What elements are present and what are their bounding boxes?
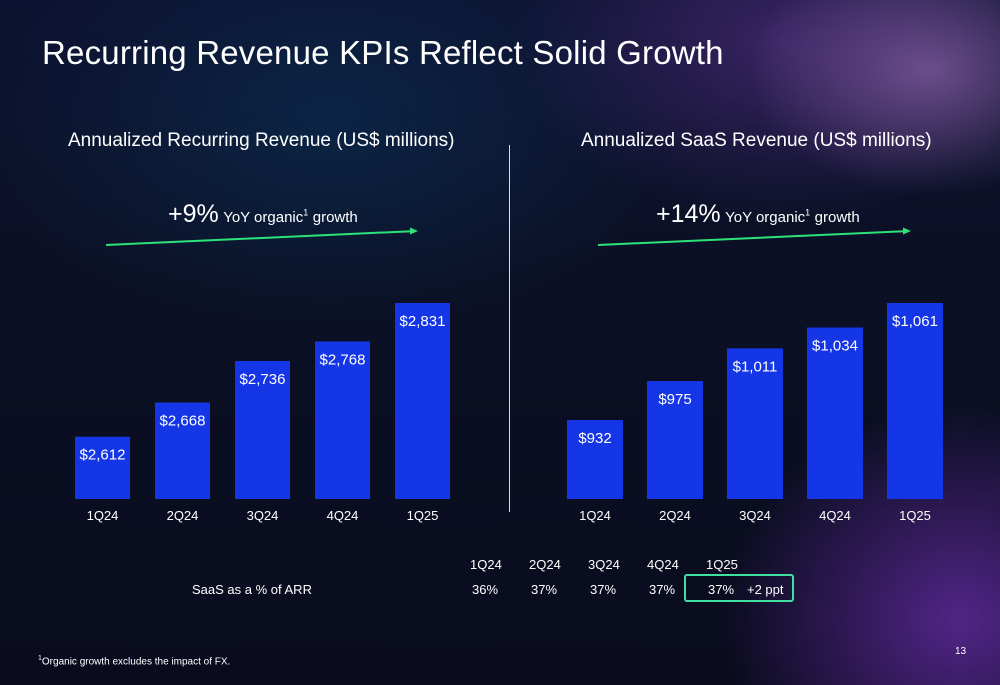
arr-bar-label-2Q24: $2,668: [160, 413, 206, 430]
table-header-2Q24: 2Q24: [529, 557, 561, 572]
saas-bar-2Q24: [647, 381, 703, 499]
page-number: 13: [955, 646, 967, 657]
arr-bar-label-3Q24: $2,736: [240, 371, 286, 388]
footnote-marker: 1: [38, 655, 42, 662]
saas-x-tick-4Q24: 4Q24: [819, 508, 851, 523]
saas-bar-label-4Q24: $1,034: [812, 338, 858, 355]
saas-bar-1Q25: [887, 303, 943, 499]
saas-share-change-note: +2 ppt: [747, 582, 784, 597]
saas-growth-footnote-ref: 1: [805, 207, 811, 218]
arr-bar-label-1Q24: $2,612: [80, 447, 126, 464]
footnote: 1Organic growth excludes the impact of F…: [38, 655, 230, 667]
saas-bar-label-1Q24: $932: [578, 430, 611, 447]
saas-chart-title: Annualized SaaS Revenue (US$ millions): [581, 130, 932, 151]
arr-growth-footnote-ref: 1: [303, 207, 309, 218]
saas-bar-4Q24: [807, 327, 863, 499]
highlight-box: [684, 574, 794, 602]
table-cell-2Q24: 37%: [530, 582, 558, 597]
saas-growth-arrow: [597, 227, 911, 246]
arr-bar-label-4Q24: $2,768: [320, 351, 366, 368]
table-header-4Q24: 4Q24: [647, 557, 679, 572]
saas-growth-value: +14%: [656, 200, 721, 228]
arr-growth-suffix: growth: [312, 209, 358, 226]
arr-x-tick-1Q24: 1Q24: [87, 508, 119, 523]
saas-bar-label-3Q24: $1,011: [733, 358, 778, 375]
arr-bar-1Q24: [75, 436, 130, 499]
saas-x-tick-2Q24: 2Q24: [659, 508, 691, 523]
table-cell-1Q24: 36%: [471, 582, 499, 597]
saas-share-row-label: SaaS as a % of ARR: [192, 582, 312, 597]
arr-bar-1Q25: [395, 303, 450, 499]
arr-growth-arrow: [105, 227, 418, 246]
panel-divider: [509, 145, 510, 512]
arr-growth-annotation: +9% YoY organic1 growth: [168, 200, 358, 229]
saas-growth-suffix: growth: [814, 209, 860, 226]
saas-growth-annotation: +14% YoY organic1 growth: [656, 200, 860, 229]
arr-bar-2Q24: [155, 402, 210, 499]
page-title: Recurring Revenue KPIs Reflect Solid Gro…: [42, 34, 724, 71]
arr-x-tick-2Q24: 2Q24: [167, 508, 199, 523]
arr-bar-chart: $2,612 1Q24 $2,668 2Q24 $2,736 3Q24 $2,768 4Q24…: [75, 227, 450, 523]
saas-bar-1Q24: [567, 420, 623, 499]
table-header-1Q24: 1Q24: [470, 557, 502, 572]
arr-growth-text: YoY organic: [223, 209, 304, 226]
saas-x-tick-1Q24: 1Q24: [579, 508, 611, 523]
arr-bar-label-1Q25: $2,831: [400, 313, 446, 330]
saas-bar-chart: $932 1Q24 $975 2Q24 $1,011 3Q24 $1,034 4Q24 $1,0…: [567, 227, 943, 523]
saas-x-tick-1Q25: 1Q25: [899, 508, 931, 523]
table-cell-3Q24: 37%: [589, 582, 617, 597]
arr-x-tick-3Q24: 3Q24: [247, 508, 279, 523]
arr-x-tick-1Q25: 1Q25: [407, 508, 439, 523]
table-header-1Q25: 1Q25: [706, 557, 738, 572]
saas-bar-label-2Q24: $975: [658, 391, 691, 408]
saas-bar-label-1Q25: $1,061: [892, 313, 938, 330]
saas-growth-text: YoY organic: [725, 209, 806, 226]
table-cell-1Q25: 37%: [707, 582, 735, 597]
table-header-3Q24: 3Q24: [588, 557, 620, 572]
arr-growth-value: +9%: [168, 200, 219, 228]
arr-bar-3Q24: [235, 361, 290, 499]
saas-x-tick-3Q24: 3Q24: [739, 508, 771, 523]
arr-bar-4Q24: [315, 341, 370, 499]
arr-chart-title: Annualized Recurring Revenue (US$ millio…: [68, 130, 455, 151]
table-cell-4Q24: 37%: [648, 582, 676, 597]
saas-bar-3Q24: [727, 348, 783, 499]
arr-x-tick-4Q24: 4Q24: [327, 508, 359, 523]
footnote-text: Organic growth excludes the impact of FX…: [41, 656, 231, 668]
